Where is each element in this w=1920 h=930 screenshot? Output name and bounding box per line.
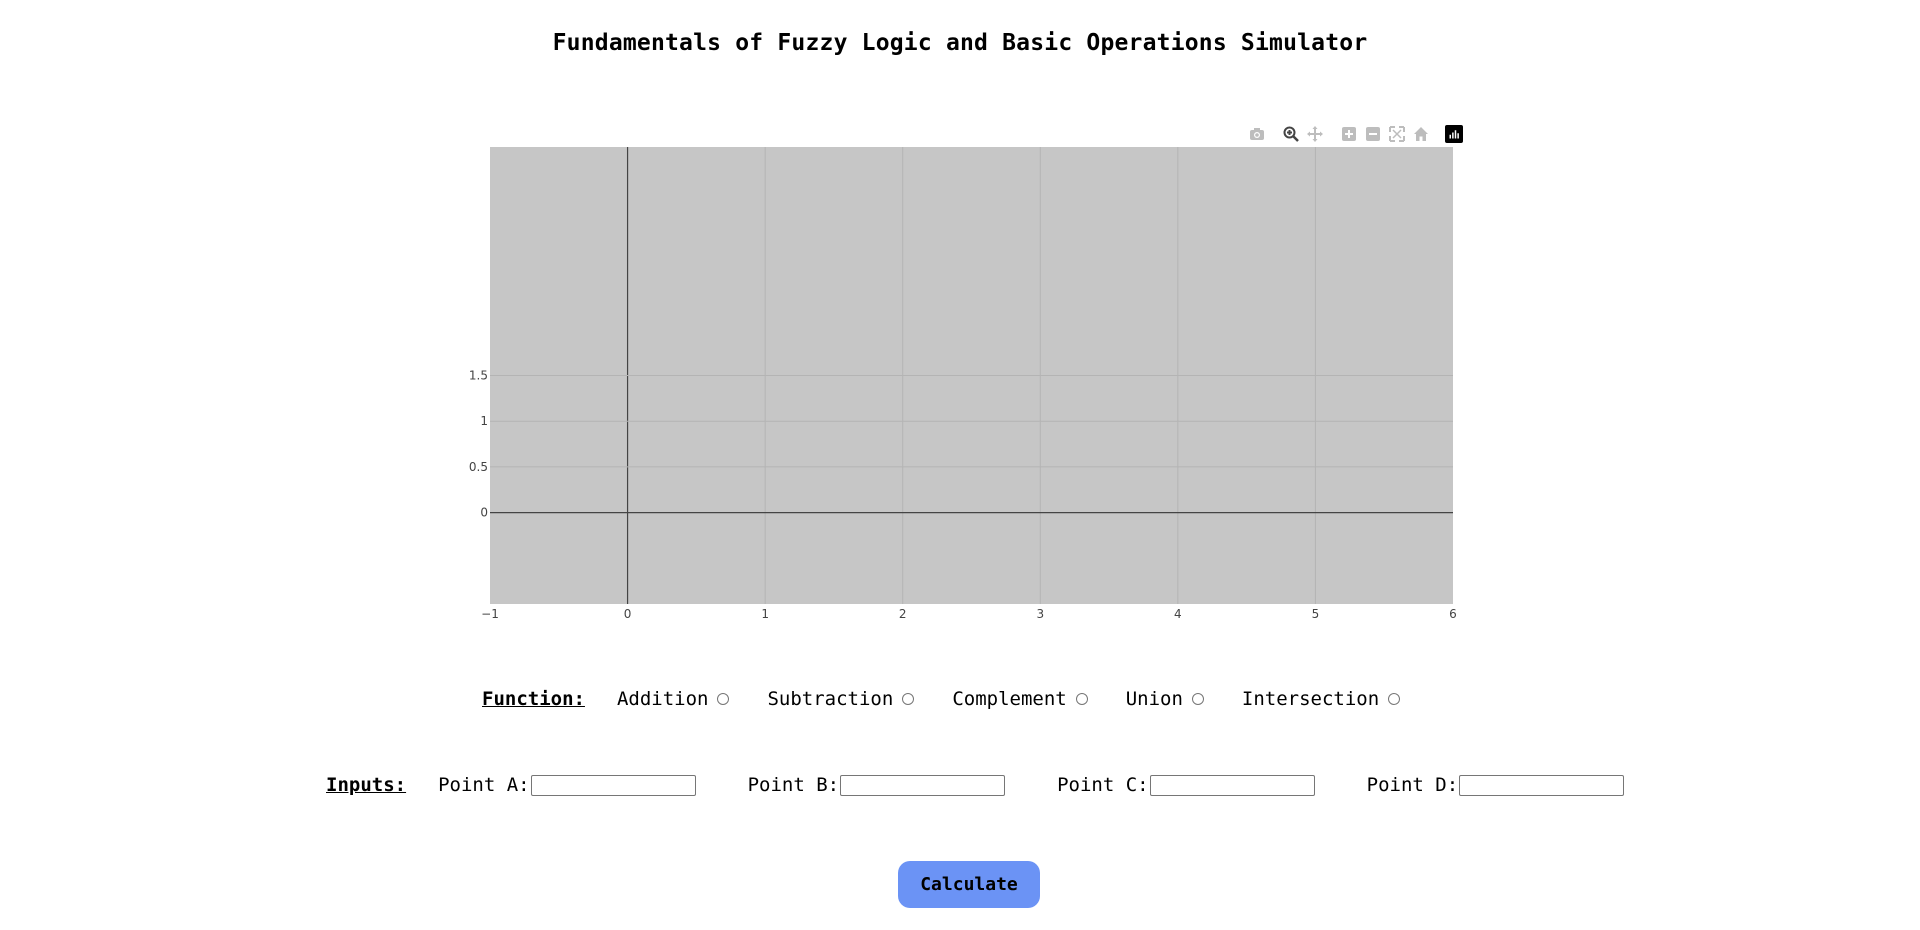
x-tick-label: 5 — [1312, 607, 1320, 621]
point-a-label: Point A: — [438, 774, 530, 796]
radio-option-addition[interactable]: Addition — [617, 688, 730, 710]
point-a-input[interactable] — [530, 774, 696, 796]
calculate-button[interactable]: Calculate — [898, 861, 1040, 908]
inputs-label: Inputs: — [326, 774, 407, 796]
radio-label-subtraction: Subtraction — [767, 688, 894, 710]
plotly-logo-icon[interactable] — [1445, 125, 1463, 143]
y-tick-label: 1 — [480, 414, 488, 428]
point-c-group: Point C: — [1057, 774, 1315, 796]
function-label: Function: — [482, 688, 585, 710]
inputs-row: Inputs: Point A: Point B: Point C: Point… — [326, 770, 1625, 800]
radio-addition[interactable] — [717, 693, 730, 705]
radio-subtraction[interactable] — [902, 693, 915, 705]
x-tick-label: 6 — [1449, 607, 1457, 621]
radio-label-union: Union — [1125, 688, 1183, 710]
x-tick-label: 2 — [899, 607, 907, 621]
pan-icon[interactable] — [1306, 125, 1324, 143]
point-d-group: Point D: — [1367, 774, 1625, 796]
radio-union[interactable] — [1191, 693, 1204, 705]
radio-option-complement[interactable]: Complement — [952, 688, 1088, 710]
radio-option-subtraction[interactable]: Subtraction — [767, 688, 915, 710]
page-title: Fundamentals of Fuzzy Logic and Basic Op… — [552, 30, 1368, 56]
x-tick-label: 1 — [761, 607, 769, 621]
point-c-input[interactable] — [1149, 774, 1315, 796]
x-tick-label: 3 — [1036, 607, 1044, 621]
point-d-input[interactable] — [1459, 774, 1625, 796]
fuzzy-chart[interactable]: −1 0 1 2 3 4 5 6 0 0.5 1 1.5 — [0, 0, 1920, 640]
plot-modebar — [1245, 124, 1463, 144]
reset-axes-icon[interactable] — [1412, 125, 1430, 143]
radio-option-intersection[interactable]: Intersection — [1241, 688, 1401, 710]
zoom-in-icon[interactable] — [1340, 125, 1358, 143]
point-c-label: Point C: — [1057, 774, 1149, 796]
point-a-group: Point A: — [438, 774, 696, 796]
radio-option-union[interactable]: Union — [1126, 688, 1204, 710]
point-b-group: Point B: — [748, 774, 1006, 796]
x-tick-label: 4 — [1174, 607, 1182, 621]
autoscale-icon[interactable] — [1388, 125, 1406, 143]
function-row: Function: Addition Subtraction Complemen… — [482, 684, 1401, 714]
zoom-out-icon[interactable] — [1364, 125, 1382, 143]
zoom-icon[interactable] — [1282, 125, 1300, 143]
radio-label-addition: Addition — [616, 688, 709, 710]
radio-label-intersection: Intersection — [1241, 688, 1380, 710]
radio-complement[interactable] — [1075, 693, 1088, 705]
x-tick-label: −1 — [481, 607, 499, 621]
y-tick-label: 0 — [480, 506, 488, 520]
y-tick-label: 1.5 — [469, 369, 488, 383]
radio-label-complement: Complement — [952, 688, 1067, 710]
point-d-label: Point D: — [1366, 774, 1459, 796]
x-tick-label: 0 — [624, 607, 632, 621]
plot-container[interactable]: −1 0 1 2 3 4 5 6 0 0.5 1 1.5 — [0, 0, 1920, 640]
radio-intersection[interactable] — [1388, 693, 1401, 705]
point-b-label: Point B: — [747, 774, 840, 796]
point-b-input[interactable] — [840, 774, 1006, 796]
y-tick-label: 0.5 — [469, 460, 488, 474]
camera-icon[interactable] — [1248, 125, 1266, 143]
